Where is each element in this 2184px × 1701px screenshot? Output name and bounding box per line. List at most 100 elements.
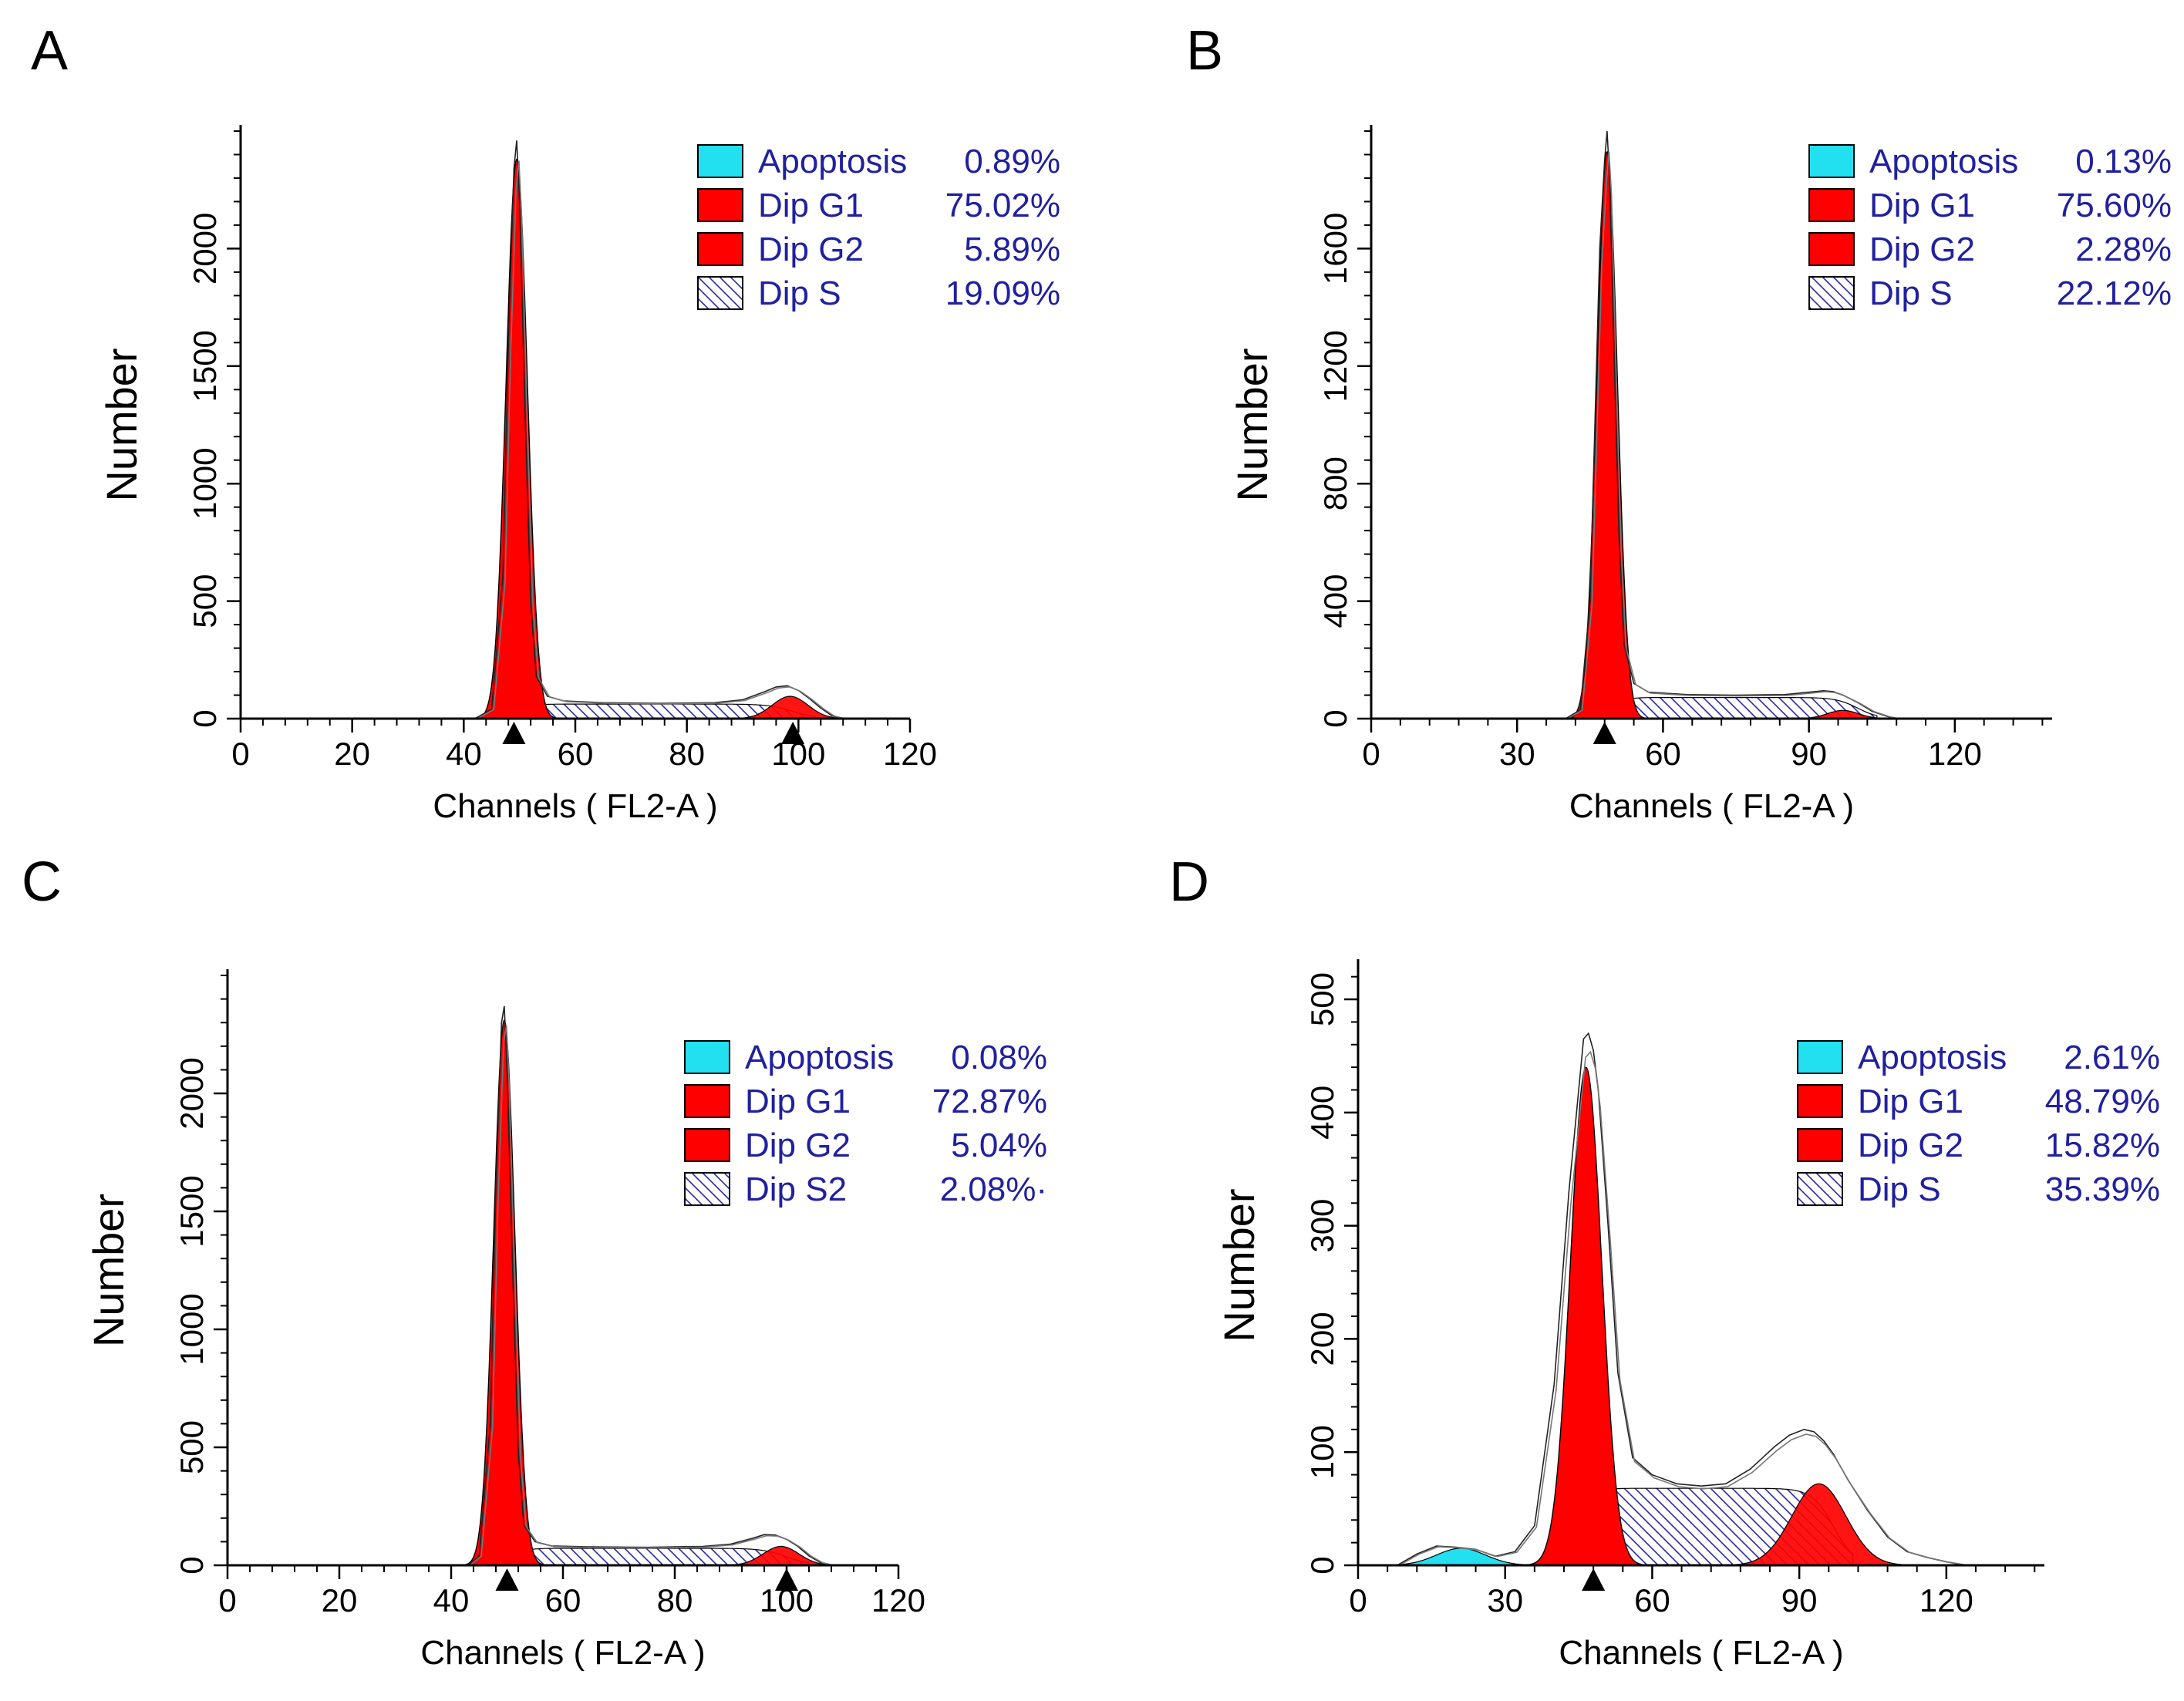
y-tick-label: 0 <box>1317 709 1353 727</box>
legend-swatch <box>697 144 743 178</box>
x-tick-label: 20 <box>334 736 370 772</box>
legend-swatch <box>684 1084 730 1118</box>
panel-d: D 0 30 60 90 120 0 100 200 300 400 500 Channels ( FL… <box>1092 848 2184 1701</box>
legend-label: Dip G1 <box>1869 187 1975 224</box>
legend-swatch <box>1808 144 1855 178</box>
x-tick-label: 120 <box>1919 1582 1973 1618</box>
x-tick-label: 40 <box>446 736 482 772</box>
legend-swatch <box>697 276 743 310</box>
x-tick-label: 90 <box>1791 736 1827 772</box>
y-tick-label: 300 <box>1304 1199 1340 1253</box>
x-axis-label: Channels ( FL2-A ) <box>1559 1634 1843 1672</box>
x-tick-label: 60 <box>545 1582 581 1618</box>
legend-value: 35.39% <box>2045 1170 2160 1208</box>
x-tick-label: 30 <box>1487 1582 1523 1618</box>
x-tick-label: 0 <box>231 736 249 772</box>
legend-value: 0.08% <box>951 1039 1047 1076</box>
legend-value: 75.02% <box>945 187 1060 224</box>
legend-label: Dip G2 <box>1858 1127 1963 1164</box>
histogram-trace <box>470 1026 834 1566</box>
x-tick-label: 40 <box>433 1582 470 1618</box>
y-tick-label: 400 <box>1304 1086 1340 1140</box>
panel-label: B <box>1186 20 1223 82</box>
s-phase-area <box>1604 697 1878 719</box>
legend-label: Apoptosis <box>1869 143 2018 180</box>
legend-label: Dip G2 <box>1869 231 1975 268</box>
y-tick-label: 2000 <box>187 213 223 285</box>
legend-value: 5.04% <box>951 1127 1047 1164</box>
x-tick-label: 90 <box>1781 1582 1818 1618</box>
legend-swatch <box>1797 1128 1843 1162</box>
y-tick-label: 500 <box>187 574 223 628</box>
legend-label: Apoptosis <box>758 143 907 180</box>
g2-peak-area <box>718 1545 844 1566</box>
peak-marker <box>775 1568 798 1591</box>
x-tick-label: 20 <box>322 1582 358 1618</box>
x-tick-label: 60 <box>1645 736 1681 772</box>
y-tick-label: 1500 <box>174 1175 210 1247</box>
y-tick-label: 1000 <box>187 447 223 519</box>
y-tick-label: 0 <box>174 1556 210 1574</box>
peak-marker <box>1592 722 1616 744</box>
y-tick-label: 1000 <box>174 1293 210 1365</box>
peak-marker <box>781 722 805 744</box>
legend-value: 22.12% <box>2057 275 2172 312</box>
y-tick-label: 800 <box>1317 456 1353 510</box>
x-tick-label: 0 <box>1349 1582 1367 1618</box>
panel-a: A 0 20 40 60 80 100 120 0 500 1000 1500 2000 Channels… <box>0 0 1092 848</box>
x-axis-label: Channels ( FL2-A ) <box>433 787 717 825</box>
legend-label: Dip S <box>1869 275 1953 312</box>
legend-label: Dip S <box>1858 1170 1941 1208</box>
histogram-trace <box>477 160 846 719</box>
legend-value: 0.89% <box>964 143 1060 180</box>
legend-swatch <box>1808 276 1855 310</box>
legend-label: Dip G1 <box>758 187 864 224</box>
y-axis-label: Number <box>1228 348 1276 501</box>
chart-a: A0 20 40 60 80 100 1200500100015002000Channels… <box>31 20 1060 825</box>
y-tick-label: 0 <box>1304 1556 1340 1574</box>
legend-swatch <box>684 1128 730 1162</box>
legend-swatch <box>684 1172 730 1206</box>
panel-b: B 0 30 60 90 120 0 400 800 1200 1600 Channels ( FL2… <box>1092 0 2184 848</box>
y-axis-label: Number <box>84 1194 133 1347</box>
y-tick-label: 0 <box>187 709 223 727</box>
legend-swatch <box>1808 188 1855 222</box>
x-tick-label: 120 <box>883 736 937 772</box>
legend-label: Apoptosis <box>1858 1039 2007 1076</box>
peak-marker <box>502 722 526 744</box>
g1-peak-area <box>1569 151 1645 719</box>
g1-peak-area <box>1528 1066 1643 1566</box>
legend-label: Apoptosis <box>745 1039 894 1076</box>
x-tick-label: 80 <box>669 736 705 772</box>
legend-swatch <box>684 1040 730 1074</box>
legend-value: 0.13% <box>2075 143 2172 180</box>
y-tick-label: 500 <box>174 1420 210 1474</box>
y-tick-label: 1200 <box>1317 330 1353 402</box>
legend-swatch <box>1797 1172 1843 1206</box>
g2-peak-area <box>1724 1483 1914 1566</box>
y-tick-label: 400 <box>1317 574 1353 628</box>
x-tick-label: 0 <box>1362 736 1380 772</box>
legend-value: 2.61% <box>2064 1039 2160 1076</box>
panel-label: D <box>1169 851 1209 913</box>
y-tick-label: 2000 <box>174 1057 210 1129</box>
y-axis-label: Number <box>1215 1188 1263 1342</box>
panel-label: A <box>31 20 68 82</box>
legend-value: 48.79% <box>2045 1083 2160 1120</box>
x-tick-label: 30 <box>1499 736 1535 772</box>
x-axis-label: Channels ( FL2-A ) <box>420 1634 705 1672</box>
x-tick-label: 60 <box>1634 1582 1670 1618</box>
g1-peak-area <box>465 1019 544 1566</box>
y-tick-label: 100 <box>1304 1425 1340 1479</box>
legend-label: Dip G2 <box>745 1127 851 1164</box>
x-tick-label: 80 <box>657 1582 693 1618</box>
g1-peak-area <box>477 158 556 719</box>
apoptosis-area <box>1387 1548 1535 1566</box>
legend-label: Dip S <box>758 275 841 312</box>
histogram-trace <box>1567 151 1899 719</box>
legend-value: 5.89% <box>964 231 1060 268</box>
y-axis-label: Number <box>97 348 146 501</box>
x-axis-label: Channels ( FL2-A ) <box>1569 787 1854 825</box>
